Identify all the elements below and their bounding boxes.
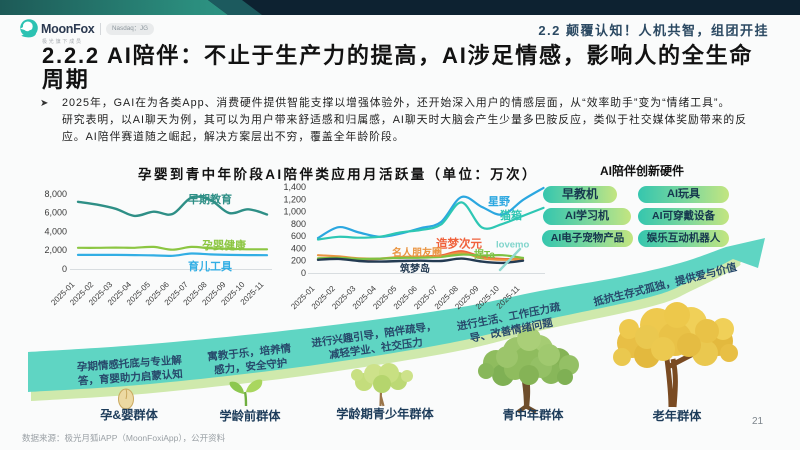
svg-text:lovemo: lovemo — [496, 240, 529, 251]
svg-text:星野: 星野 — [488, 195, 510, 208]
svg-text:造梦次元: 造梦次元 — [436, 237, 482, 251]
svg-text:名人朋友圈: 名人朋友圈 — [392, 246, 442, 259]
svg-text:600: 600 — [291, 231, 306, 241]
svg-text:学龄期青少年群体: 学龄期青少年群体 — [336, 406, 434, 421]
svg-text:孕婴健康: 孕婴健康 — [202, 238, 247, 252]
svg-text:学龄前群体: 学龄前群体 — [220, 408, 282, 423]
svg-text:8,000: 8,000 — [44, 189, 67, 199]
svg-text:0: 0 — [62, 264, 67, 274]
svg-text:4,000: 4,000 — [44, 226, 67, 236]
svg-text:1,200: 1,200 — [283, 194, 306, 204]
svg-text:1,400: 1,400 — [283, 182, 306, 192]
svg-text:1,000: 1,000 — [283, 207, 306, 217]
svg-text:0: 0 — [301, 268, 306, 278]
svg-text:400: 400 — [291, 243, 306, 253]
svg-text:老年群体: 老年群体 — [652, 408, 703, 423]
svg-text:孕&婴群体: 孕&婴群体 — [100, 407, 158, 422]
svg-text:2,000: 2,000 — [44, 245, 67, 255]
svg-text:青中年群体: 青中年群体 — [503, 407, 565, 422]
svg-text:筑梦岛: 筑梦岛 — [400, 262, 430, 275]
svg-text:800: 800 — [291, 219, 306, 229]
svg-text:捏Ta: 捏Ta — [474, 248, 495, 261]
svg-text:育儿工具: 育儿工具 — [188, 259, 232, 273]
svg-text:猫箱: 猫箱 — [500, 208, 522, 222]
svg-text:200: 200 — [291, 256, 306, 266]
svg-text:6,000: 6,000 — [44, 208, 67, 218]
svg-text:早期教育: 早期教育 — [188, 192, 232, 206]
